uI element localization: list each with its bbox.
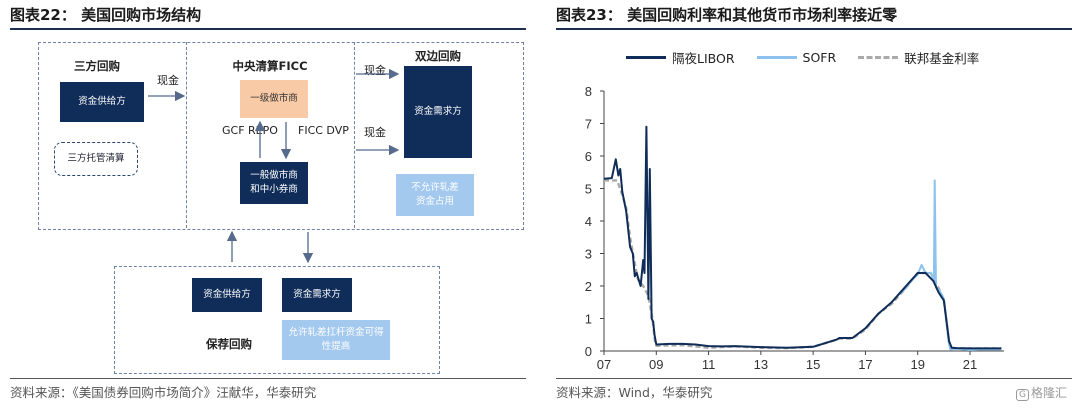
- x-tick-label: 11: [702, 357, 716, 372]
- y-tick-label: 4: [585, 214, 592, 229]
- legend-fed-funds-label: 联邦基金利率: [904, 51, 980, 66]
- bilateral-title: 双边回购: [415, 49, 461, 63]
- right-title-rule: [556, 28, 1072, 30]
- watermark-icon: G: [1016, 389, 1029, 401]
- tri-party-title: 三方回购: [74, 59, 120, 73]
- legend-libor-label: 隔夜LIBOR: [672, 51, 735, 66]
- y-tick-label: 6: [585, 149, 592, 164]
- watermark-text: 格隆汇: [1030, 386, 1067, 400]
- left-bottom-rule: [10, 378, 526, 379]
- bilateral-funds-demander: 资金需求方: [404, 66, 472, 158]
- legend-sofr-swatch: [756, 56, 797, 59]
- secondary-dealer-box: 一般做市商和中小券商: [240, 162, 308, 204]
- y-tick-label: 1: [585, 312, 592, 327]
- y-tick-label: 8: [585, 84, 592, 99]
- legend-sofr-label: SOFR: [802, 50, 837, 65]
- tri-party-funds-supplier: 资金供给方: [60, 82, 144, 122]
- sponsored-funds-demander: 资金需求方: [282, 278, 352, 312]
- sponsored-netting-label: 允许轧差扛杆资金可得性提高: [288, 326, 384, 352]
- legend: 隔夜LIBOR SOFR 联邦基金利率: [626, 48, 979, 67]
- sponsored-netting-box: 允许轧差扛杆资金可得性提高: [282, 320, 390, 360]
- left-title-rule: [10, 28, 526, 30]
- right-bottom-rule: [556, 378, 1072, 379]
- cash-label-mid: 现金: [364, 126, 386, 139]
- left-source: 资料来源：《美国债券回购市场简介》汪献华，华泰研究: [10, 385, 317, 400]
- y-tick-label: 7: [585, 117, 592, 132]
- bilateral-no-netting-box: 不允许轧差资金占用: [396, 174, 474, 216]
- primary-dealer-box: 一级做市商: [240, 80, 308, 118]
- secondary-dealer-label: 一般做市商和中小券商: [250, 169, 298, 195]
- center-divider-left: [186, 42, 187, 228]
- x-tick-label: 15: [806, 357, 820, 372]
- x-tick-label: 07: [597, 357, 611, 372]
- legend-libor-swatch: [626, 56, 666, 59]
- y-tick-label: 0: [585, 344, 592, 359]
- x-tick-label: 09: [649, 357, 663, 372]
- diagram-frame: [38, 42, 524, 230]
- sponsored-funds-supplier: 资金供给方: [192, 278, 262, 312]
- bilateral-no-netting-label: 不允许轧差资金占用: [411, 181, 459, 207]
- center-title: 中央清算FICC: [232, 59, 308, 73]
- tri-party-custody-clearing: 三方托管清算: [54, 142, 138, 176]
- sponsored-title: 保荐回购: [206, 337, 252, 351]
- right-figure-title: 图表23： 美国回购利率和其他货币市场利率接近零: [556, 6, 898, 24]
- cash-label-left: 现金: [157, 74, 179, 87]
- x-tick-label: 19: [910, 357, 924, 372]
- right-source: 资料来源：Wind，华泰研究: [556, 385, 713, 400]
- sponsored-frame: [114, 266, 440, 374]
- y-tick-label: 2: [585, 279, 592, 294]
- legend-fed-funds-swatch: [858, 56, 899, 59]
- series-line-sofr: [898, 179, 1002, 351]
- y-tick-label: 3: [585, 247, 592, 262]
- watermark-logo: G 格隆汇: [1016, 384, 1067, 401]
- x-tick-label: 21: [963, 357, 977, 372]
- x-tick-label: 13: [754, 357, 768, 372]
- left-figure-title: 图表22： 美国回购市场结构: [10, 6, 202, 24]
- series-line-libor: [603, 125, 1002, 350]
- series-line-fed-funds: [604, 179, 1002, 350]
- center-divider-right: [354, 42, 355, 228]
- x-tick-label: 17: [858, 357, 872, 372]
- y-tick-label: 5: [585, 182, 592, 197]
